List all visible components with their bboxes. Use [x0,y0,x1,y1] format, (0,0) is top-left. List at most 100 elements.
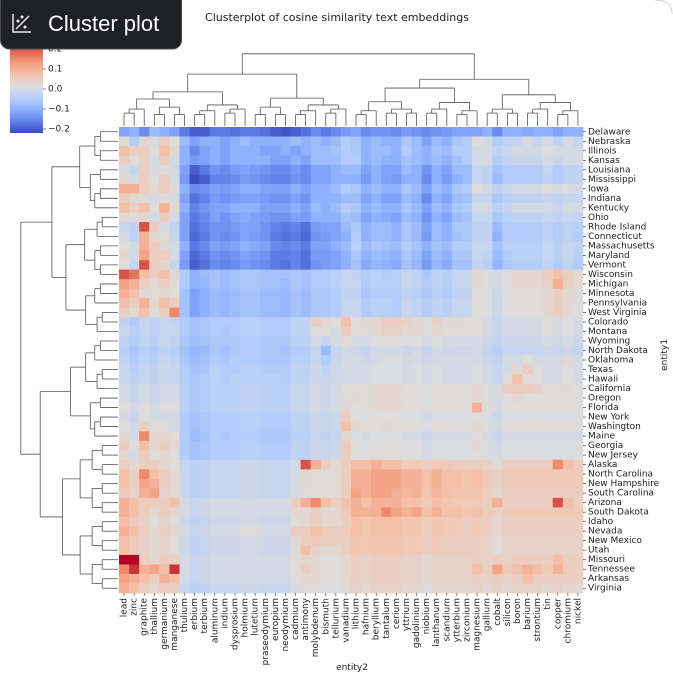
heatmap-cell [351,307,362,318]
heatmap-cell [542,193,554,204]
heatmap-cell [381,260,392,271]
heatmap-cell [129,459,140,470]
heatmap-cell [129,554,140,565]
heatmap-cell [461,364,473,375]
heatmap-cell [330,155,342,166]
heatmap-cell [229,127,241,137]
heatmap-cell [179,345,191,356]
heatmap-cell [219,478,231,489]
y-tick-label: Arizona [588,498,622,508]
heatmap-cell [381,298,392,309]
heatmap-cell [461,469,473,480]
heatmap-cell [472,298,483,309]
heatmap-cell [270,155,281,166]
heatmap-cell [280,535,291,546]
heatmap-cell [330,174,342,185]
heatmap-cell [129,288,140,299]
heatmap-cell [139,554,150,565]
heatmap-cell [199,269,211,280]
heatmap-cell [260,127,271,137]
heatmap-cell [229,355,241,366]
heatmap-cell [219,364,231,375]
y-tick-label: Florida [588,403,619,413]
heatmap-cell [502,573,513,584]
heatmap-cell [189,136,201,147]
heatmap-cell [119,402,130,413]
heatmap-cell [260,364,271,375]
heatmap-cell [199,288,211,299]
heatmap-cell [371,374,382,385]
heatmap-cell [371,345,382,356]
heatmap-cell [492,250,503,261]
x-tick-label: erbium [190,598,200,630]
heatmap-cell [522,345,533,356]
heatmap-cell [391,193,402,204]
heatmap-cell [240,564,251,575]
x-tick-label: aluminum [210,598,220,643]
heatmap-cell [492,260,503,271]
heatmap-cell [351,355,362,366]
heatmap-cell [250,554,261,565]
heatmap-cell [139,298,150,309]
heatmap-cell [441,307,453,318]
heatmap-cell [280,336,291,347]
heatmap-cell [280,260,291,271]
heatmap-cell [209,450,221,461]
heatmap-cell [562,336,574,347]
heatmap-cell [431,260,443,271]
heatmap-cell [320,535,332,546]
heatmap-cell [451,231,463,242]
heatmap-cell [472,535,483,546]
heatmap-cell [441,450,453,461]
heatmap-cell [280,459,291,470]
heatmap-cell [492,165,503,175]
heatmap-cell [461,307,473,318]
heatmap-cell [300,269,312,280]
heatmap-cell [149,450,160,461]
heatmap-cell [532,193,544,204]
heatmap-cell [129,497,140,508]
heatmap-cell [300,573,312,584]
heatmap-cell [361,402,372,413]
heatmap-cell [119,478,130,489]
heatmap-cell [229,383,241,394]
heatmap-cell [310,526,322,537]
heatmap-cell [260,269,271,280]
heatmap-cell [401,573,412,584]
heatmap-cell [199,583,211,594]
heatmap-cell [512,146,523,156]
heatmap-cell [149,364,160,375]
heatmap-cell [552,393,564,404]
heatmap-cell [461,250,473,261]
heatmap-cell [310,516,322,527]
heatmap-cell [169,288,180,299]
heatmap-cell [119,431,130,442]
heatmap-cell [219,554,231,565]
heatmap-cell [169,336,180,347]
heatmap-cell [250,478,261,489]
heatmap-cell [371,383,382,394]
heatmap-cell [320,459,332,470]
heatmap-cell [451,573,463,584]
heatmap-cell [320,288,332,299]
heatmap-cell [532,450,544,461]
heatmap-cell [401,516,412,527]
heatmap-cell [512,364,523,375]
heatmap-cell [139,231,150,242]
heatmap-cell [189,127,201,137]
heatmap-cell [361,288,372,299]
heatmap-cell [340,564,352,575]
heatmap-cell [421,459,433,470]
x-tick-label: boron [513,598,523,624]
heatmap-cell [451,165,463,175]
heatmap-cell [461,507,473,518]
heatmap-cell [119,127,130,137]
heatmap-cell [562,155,574,166]
heatmap-cell [240,459,251,470]
x-tick-label: lutetium [251,598,261,636]
heatmap-cell [381,250,392,261]
heatmap-cell [502,155,513,166]
heatmap-cell [149,165,160,175]
heatmap-cell [562,535,574,546]
heatmap-cell [411,317,423,328]
